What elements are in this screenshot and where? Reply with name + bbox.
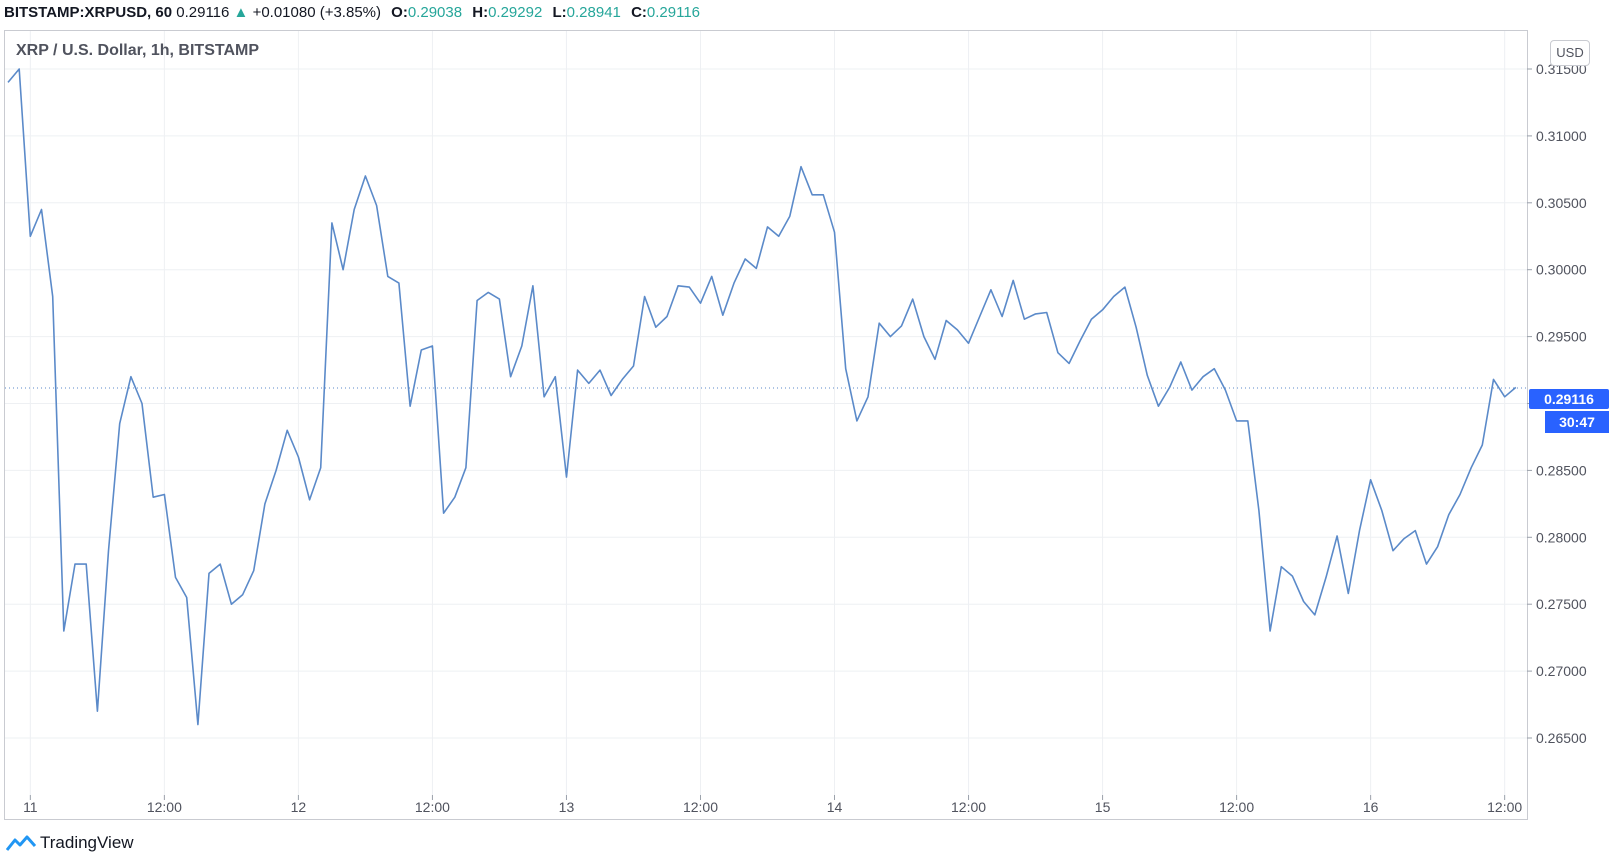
open-value: 0.29038 (407, 4, 463, 21)
tradingview-logo-icon (6, 835, 36, 851)
high-label: H: (472, 4, 489, 21)
last-price-tag: 0.29116 (1529, 389, 1609, 409)
close-value: 0.29116 (646, 4, 700, 21)
currency-button[interactable]: USD (1550, 40, 1590, 66)
x-tick-label: 12:00 (415, 799, 450, 815)
x-tick-label: 13 (559, 799, 575, 815)
last-price: 0.29116 (176, 4, 230, 21)
price-series-line (7, 68, 1517, 726)
close-label: C: (631, 4, 647, 21)
x-tick-label: 14 (827, 799, 843, 815)
y-tick-label: 0.30500 (1536, 195, 1587, 211)
chart-pane[interactable] (4, 30, 1528, 820)
x-tick-label: 12:00 (683, 799, 718, 815)
y-tick-label: 0.31000 (1536, 128, 1587, 144)
x-tick-label: 16 (1363, 799, 1379, 815)
y-tick-label: 0.27500 (1536, 596, 1587, 612)
low-value: 0.28941 (566, 4, 621, 21)
y-tick-label: 0.28500 (1536, 462, 1587, 478)
x-tick-label: 12:00 (1487, 799, 1522, 815)
x-tick-label: 12:00 (951, 799, 986, 815)
low-label: L: (552, 4, 567, 21)
open-label: O: (391, 4, 408, 21)
change-arrow-icon: ▲ (233, 4, 249, 21)
x-tick-label: 12:00 (1219, 799, 1254, 815)
x-tick-label: 12 (291, 799, 307, 815)
symbol-name: BITSTAMP:XRPUSD, 60 (4, 4, 173, 21)
x-tick-label: 12:00 (147, 799, 182, 815)
tradingview-brand[interactable]: TradingView (6, 832, 134, 854)
price-change: +0.01080 (+3.85%) (252, 4, 381, 21)
high-value: 0.29292 (488, 4, 543, 21)
chart-legend: XRP / U.S. Dollar, 1h, BITSTAMP (16, 42, 260, 59)
symbol-header: BITSTAMP:XRPUSD, 60 0.29116 ▲ +0.01080 (… (4, 2, 700, 24)
y-tick-label: 0.28000 (1536, 529, 1587, 545)
x-tick-label: 15 (1095, 799, 1111, 815)
y-tick-label: 0.27000 (1536, 663, 1587, 679)
x-tick-label: 11 (23, 799, 38, 815)
bar-countdown: 30:47 (1545, 411, 1609, 433)
y-tick-label: 0.30000 (1536, 262, 1587, 278)
brand-label: TradingView (40, 833, 134, 852)
y-tick-label: 0.29500 (1536, 329, 1587, 345)
y-tick-label: 0.26500 (1536, 730, 1587, 746)
